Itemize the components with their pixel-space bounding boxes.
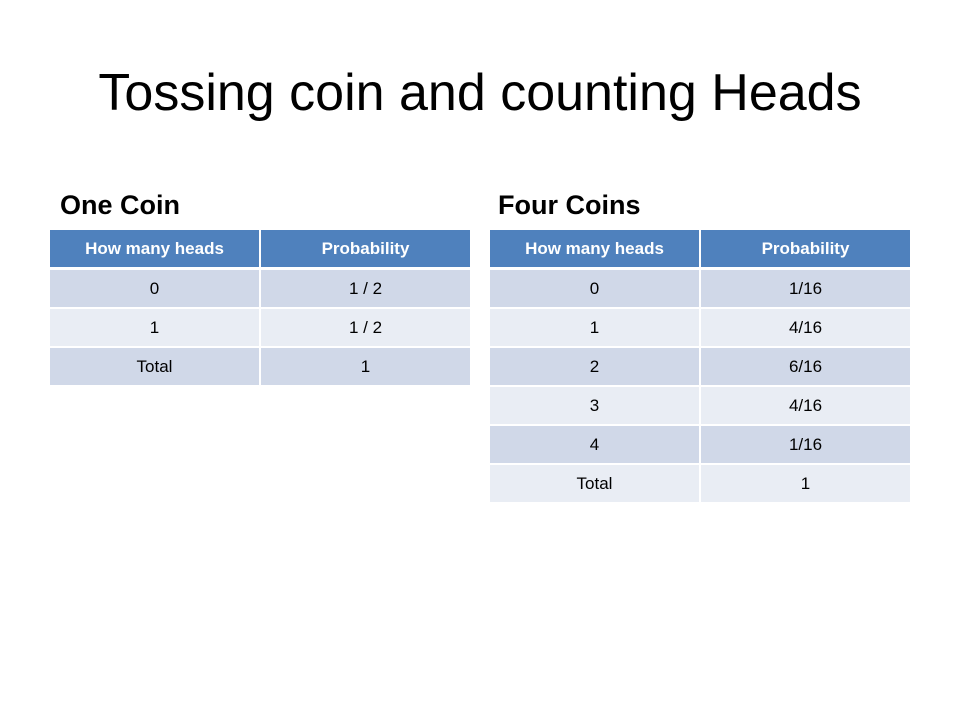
table-header-row: How many heads Probability — [48, 228, 472, 270]
heads-cell: 0 — [48, 267, 261, 309]
probability-cell: 1 — [259, 346, 472, 387]
heads-cell: 4 — [488, 424, 701, 465]
table-header-row: How many heads Probability — [488, 228, 912, 270]
probability-cell: 1/16 — [699, 267, 912, 309]
table-row: 1 1 / 2 — [48, 307, 472, 348]
probability-cell: 1 / 2 — [259, 307, 472, 348]
heads-cell: 2 — [488, 346, 701, 387]
heads-cell: Total — [48, 346, 261, 387]
table-row: 1 4/16 — [488, 307, 912, 348]
heads-cell: Total — [488, 463, 701, 504]
probability-cell: 6/16 — [699, 346, 912, 387]
slide-title: Tossing coin and counting Heads — [98, 64, 862, 122]
heads-cell: 1 — [488, 307, 701, 348]
probability-cell: 4/16 — [699, 385, 912, 426]
one-coin-table: How many heads Probability 0 1 / 2 1 1 /… — [48, 228, 472, 387]
four-coins-heading: Four Coins — [498, 190, 641, 220]
column-header-probability: Probability — [699, 228, 912, 270]
column-header-heads: How many heads — [488, 228, 701, 270]
heads-cell: 3 — [488, 385, 701, 426]
heads-cell: 0 — [488, 267, 701, 309]
probability-cell: 1/16 — [699, 424, 912, 465]
probability-cell: 1 — [699, 463, 912, 504]
one-coin-heading: One Coin — [60, 190, 180, 220]
table-row: 3 4/16 — [488, 385, 912, 426]
table-row-total: Total 1 — [488, 463, 912, 504]
table-row-total: Total 1 — [48, 346, 472, 387]
four-coins-table: How many heads Probability 0 1/16 1 4/16… — [488, 228, 912, 504]
table-row: 2 6/16 — [488, 346, 912, 387]
probability-cell: 1 / 2 — [259, 267, 472, 309]
table-row: 0 1/16 — [488, 267, 912, 309]
column-header-heads: How many heads — [48, 228, 261, 270]
table-row: 0 1 / 2 — [48, 267, 472, 309]
heads-cell: 1 — [48, 307, 261, 348]
probability-cell: 4/16 — [699, 307, 912, 348]
column-header-probability: Probability — [259, 228, 472, 270]
table-row: 4 1/16 — [488, 424, 912, 465]
